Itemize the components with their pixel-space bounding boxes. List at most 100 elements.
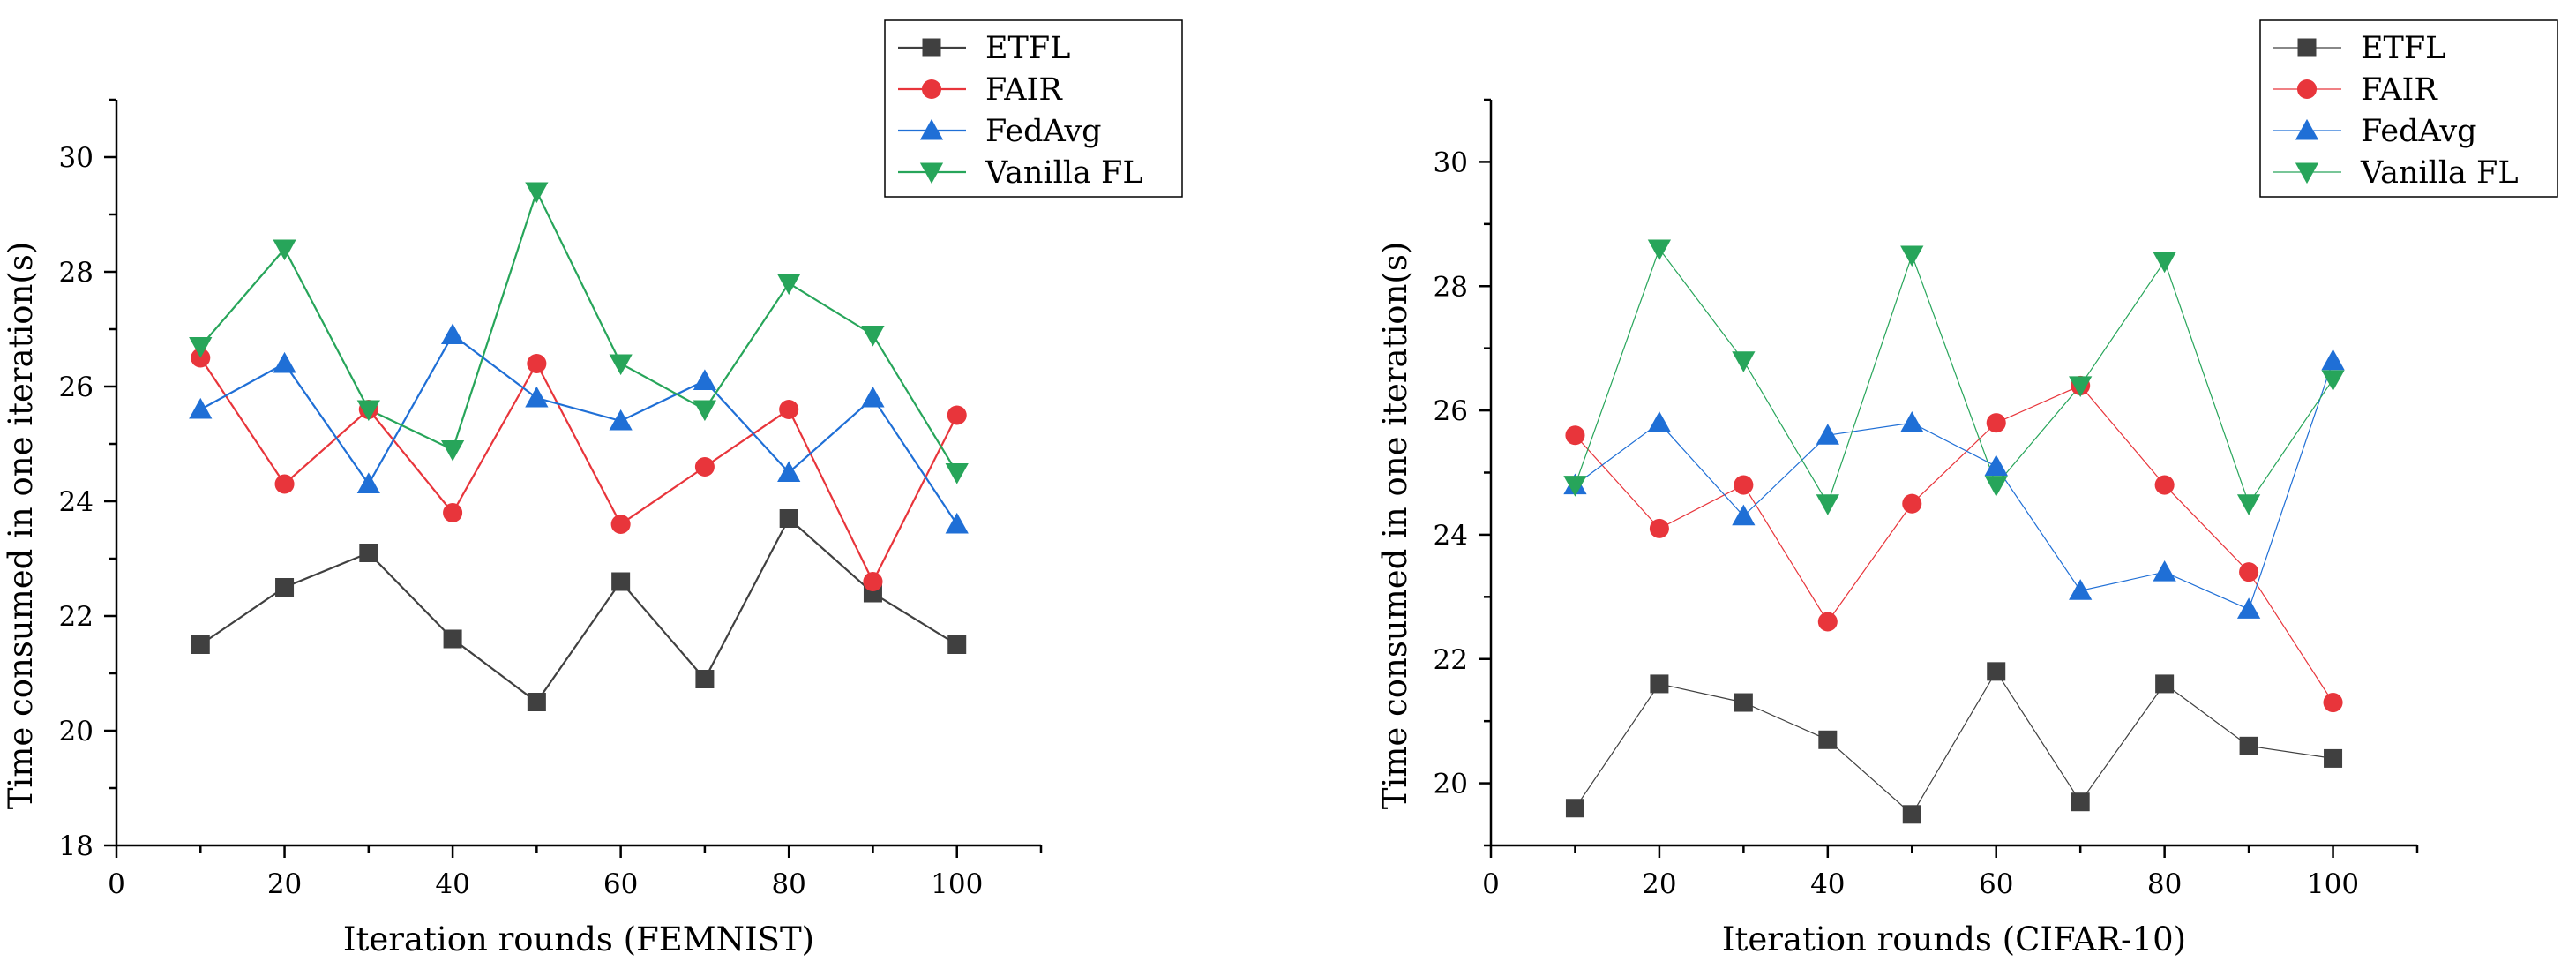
data-point-fedavg (2321, 349, 2345, 371)
data-point-etfl (527, 693, 546, 711)
data-point-vanilla-fl (2321, 370, 2345, 391)
data-point-vanilla-fl (777, 274, 801, 296)
data-point-fedavg (2236, 597, 2261, 619)
series-line-vanilla-fl (199, 189, 958, 474)
data-point-etfl (695, 670, 715, 688)
series-line-fedavg (1575, 360, 2334, 611)
y-tick-label: 24 (1434, 520, 1468, 552)
legend: ETFL FAIR FedAvg Vanilla FL (2259, 19, 2558, 198)
data-point-fedavg (945, 512, 969, 534)
data-point-vanilla-fl (1647, 239, 1672, 261)
legend-marker-icon (921, 79, 942, 100)
series-line-fair (199, 357, 958, 584)
legend-label: FedAvg (985, 114, 1102, 149)
data-point-fair (610, 514, 631, 535)
data-point-etfl (2239, 736, 2258, 755)
y-tick-label: 30 (1434, 146, 1468, 178)
data-point-etfl (1987, 662, 2006, 681)
data-point-fedavg (1816, 424, 1839, 445)
series-line-vanilla-fl (1574, 247, 2333, 506)
legend-marker-icon (919, 118, 944, 140)
data-point-fedavg (861, 386, 885, 408)
y-tick-label: 22 (1434, 644, 1468, 676)
data-point-fair (274, 474, 295, 494)
legend-marker-icon (2295, 118, 2319, 140)
series-line-etfl (199, 516, 958, 704)
legend-label: FedAvg (2361, 114, 2477, 149)
data-point-fair (2239, 562, 2259, 582)
data-point-fedavg (609, 409, 633, 431)
data-point-vanilla-fl (1900, 245, 1924, 267)
chart-femnist: 0 20 40 60 80 100 18 20 22 24 26 28 30 Iteration roun… (2, 19, 1183, 958)
x-tick-label: 100 (2307, 868, 2359, 900)
data-point-vanilla-fl (356, 400, 380, 422)
data-point-etfl (1734, 693, 1753, 712)
data-point-fair (1734, 475, 1754, 495)
y-tick-label: 28 (1434, 271, 1468, 303)
data-point-etfl (1902, 805, 1921, 824)
data-point-fair (2154, 475, 2175, 495)
x-axis-title: Iteration rounds (CIFAR-10) (1722, 920, 2186, 958)
x-tick-label: 20 (267, 868, 302, 900)
data-point-vanilla-fl (189, 337, 213, 358)
y-tick-label: 20 (59, 716, 94, 747)
data-point-fedavg (693, 369, 717, 390)
legend-marker-icon (2297, 38, 2317, 57)
data-point-etfl (1818, 730, 1838, 749)
data-point-fedavg (1984, 454, 2008, 476)
data-point-fedavg (273, 351, 296, 373)
data-point-fair (527, 353, 547, 374)
data-point-vanilla-fl (2069, 376, 2093, 398)
data-point-fair (694, 456, 715, 477)
data-point-etfl (947, 635, 967, 654)
legend-marker-icon (919, 162, 944, 184)
data-point-fedavg (777, 461, 801, 482)
data-point-vanilla-fl (1563, 476, 1587, 497)
y-tick-label: 28 (59, 257, 94, 289)
legend-label: FAIR (2361, 72, 2438, 108)
legend-label: Vanilla FL (985, 155, 1143, 191)
data-point-fedavg (2069, 579, 2093, 600)
x-tick-label: 80 (771, 868, 805, 900)
series-line-fedavg (199, 333, 958, 525)
legend-marker-icon (2295, 162, 2319, 184)
y-axis-title: Time consumed in one iteration(s) (1376, 242, 1414, 810)
data-point-etfl (611, 572, 631, 591)
y-tick-label: 20 (1434, 769, 1468, 800)
data-point-fedavg (356, 472, 380, 493)
data-point-vanilla-fl (945, 463, 969, 484)
series-line-etfl (1575, 670, 2333, 815)
data-point-etfl (2155, 674, 2175, 694)
data-point-vanilla-fl (440, 440, 465, 462)
data-point-fedavg (440, 323, 465, 344)
x-tick-label: 100 (931, 868, 983, 900)
data-point-etfl (1565, 799, 1584, 818)
data-point-fedavg (1732, 504, 1756, 526)
data-point-fair (863, 571, 883, 592)
data-point-fair (1817, 612, 1838, 632)
data-point-fedavg (1900, 411, 1924, 432)
y-tick-label: 18 (59, 830, 94, 862)
x-tick-label: 80 (2147, 868, 2182, 900)
data-point-vanilla-fl (1732, 351, 1756, 372)
data-point-etfl (275, 578, 295, 597)
data-point-etfl (779, 509, 798, 528)
legend-marker-icon (922, 38, 941, 57)
data-point-fair (1902, 493, 1922, 514)
x-tick-label: 20 (1642, 868, 1676, 900)
y-tick-label: 22 (59, 601, 94, 633)
x-tick-label: 60 (1979, 868, 2013, 900)
legend-label: ETFL (2361, 31, 2445, 66)
legend: ETFL FAIR FedAvg Vanilla FL (884, 19, 1183, 198)
legend-label: FAIR (985, 72, 1063, 108)
data-point-fair (443, 502, 463, 523)
x-axis-title: Iteration rounds (FEMNIST) (343, 920, 814, 958)
data-point-fair (2323, 693, 2343, 713)
data-point-fair (1649, 518, 1669, 538)
data-point-vanilla-fl (2153, 252, 2176, 274)
data-point-vanilla-fl (861, 326, 885, 347)
y-tick-label: 26 (1434, 395, 1468, 427)
data-point-etfl (443, 629, 462, 649)
data-point-vanilla-fl (1816, 494, 1839, 515)
